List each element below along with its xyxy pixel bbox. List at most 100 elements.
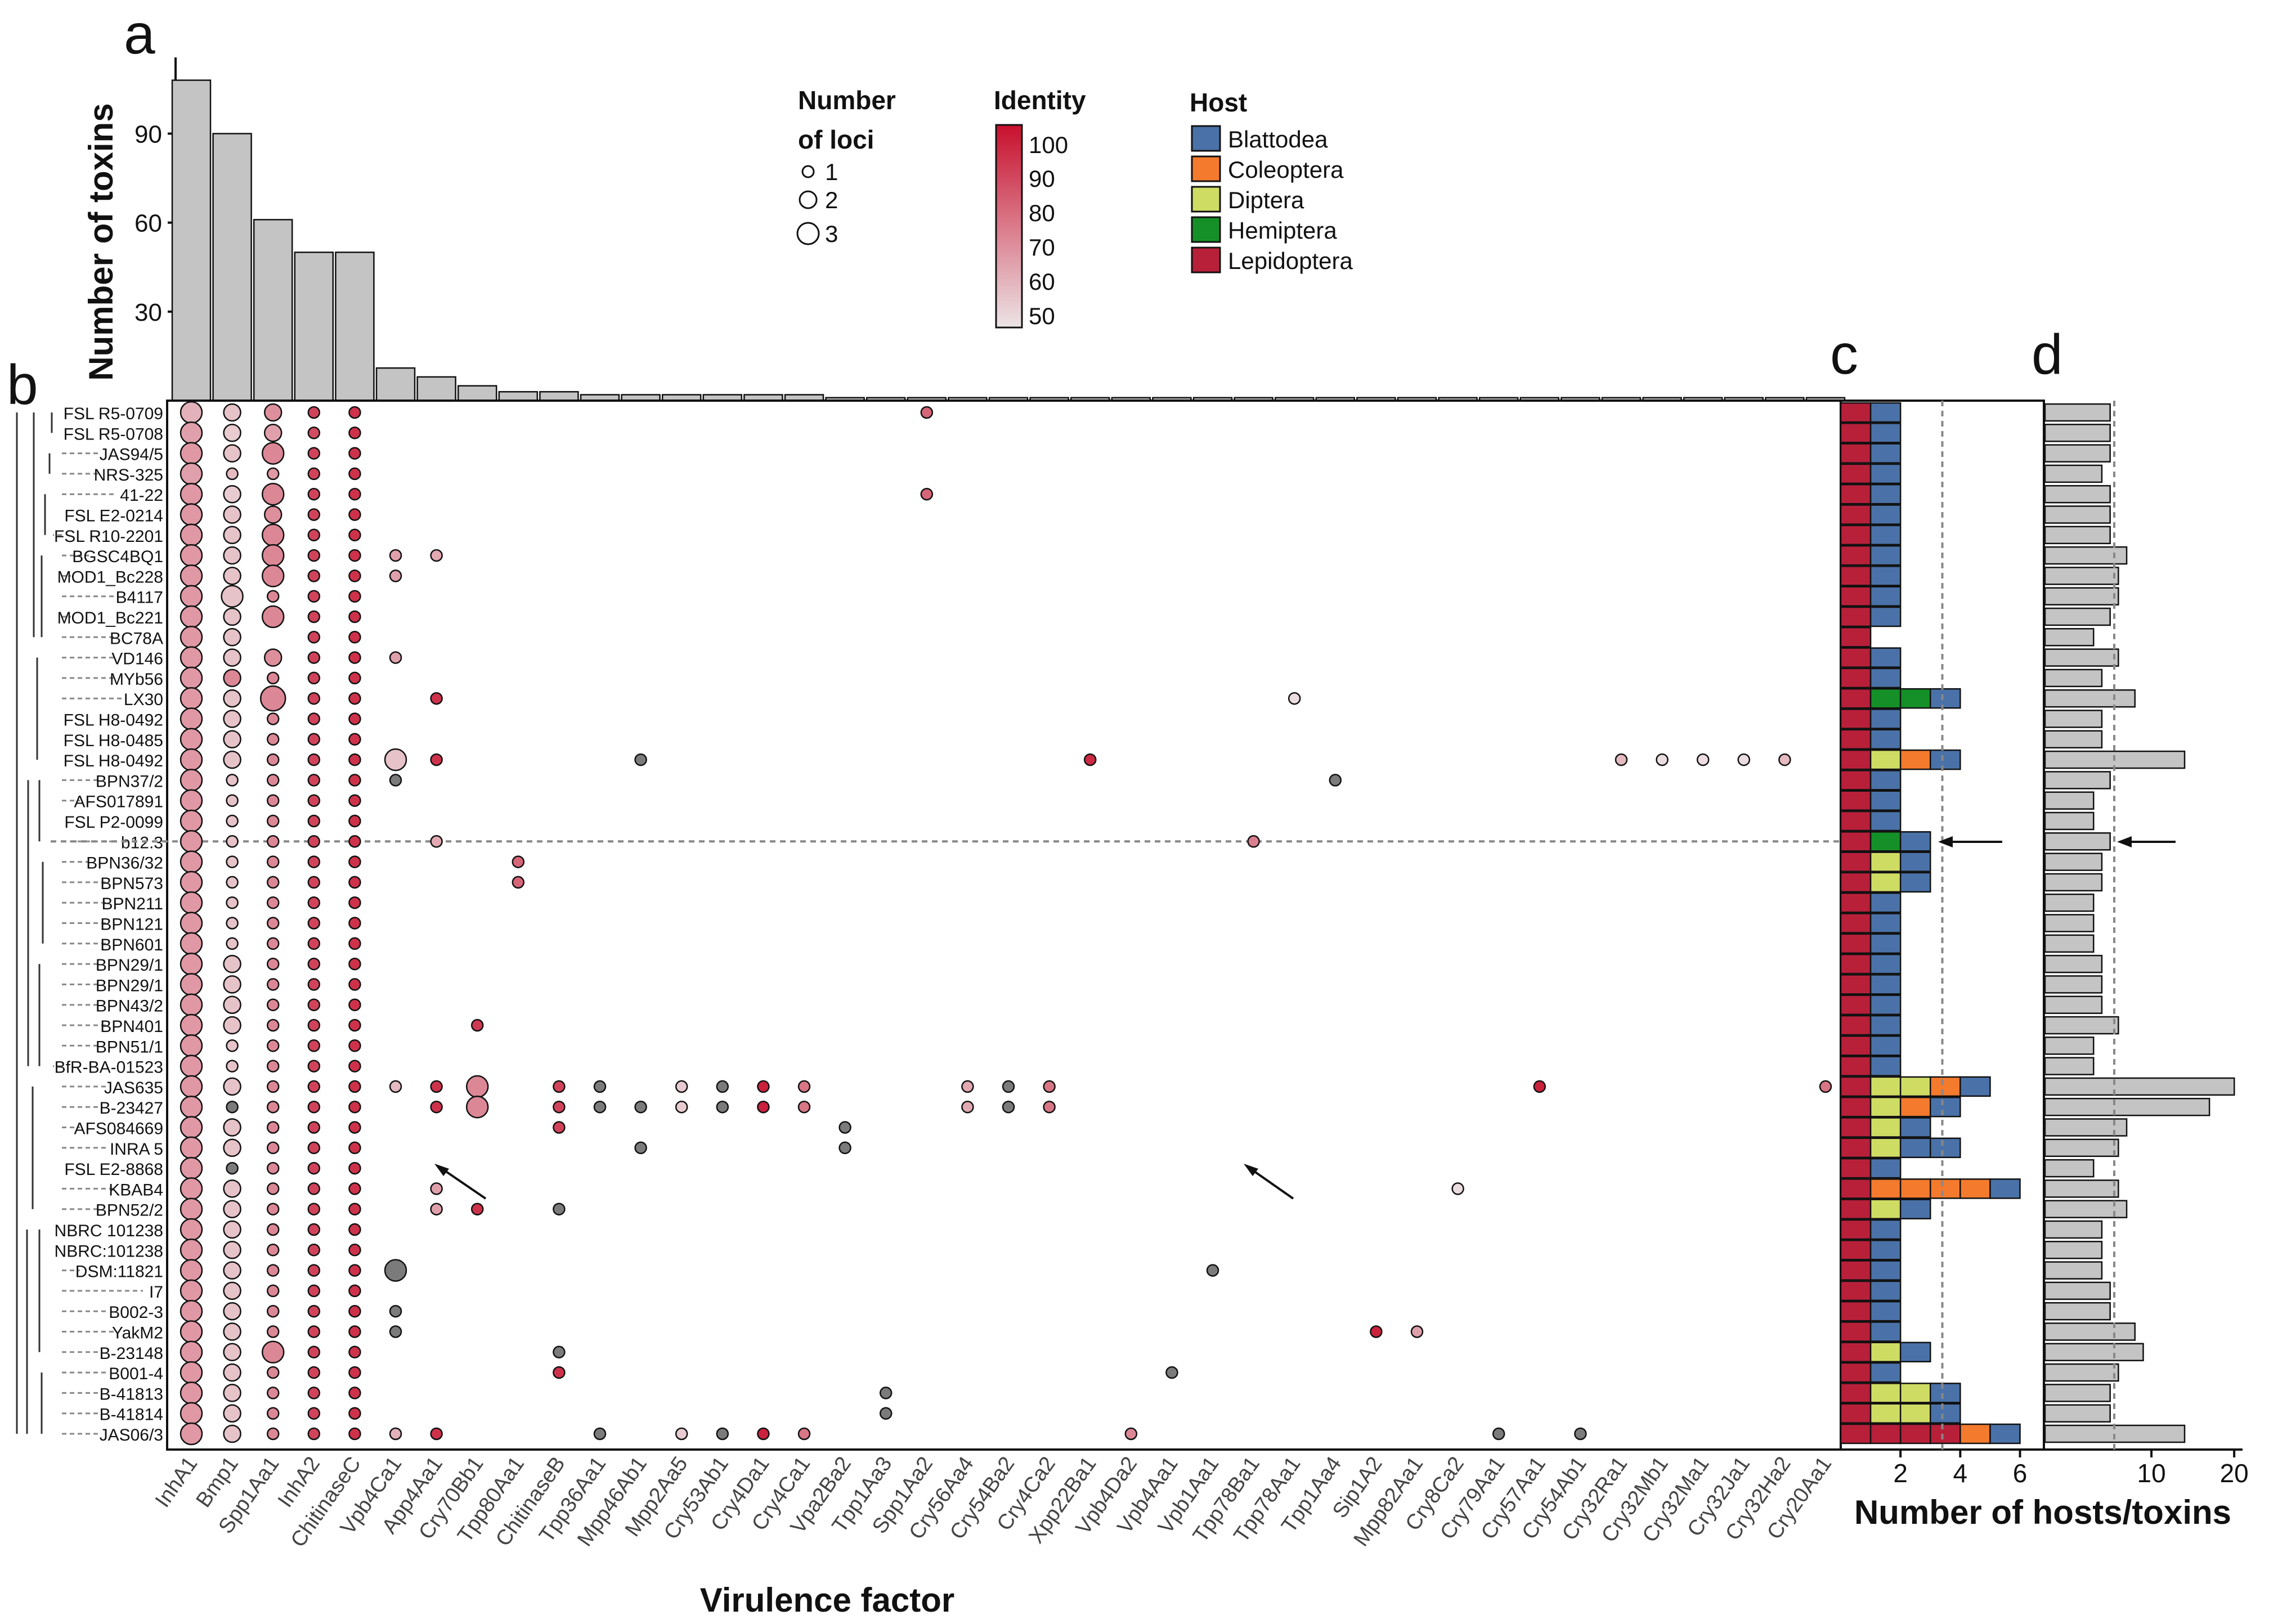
dot-kbab4-inha1 [180, 1177, 203, 1200]
dot-nrs-325-inha1 [180, 462, 203, 486]
dot-jas94-5-bmp1 [223, 444, 241, 463]
host-bar-bpn573-23-diptera-1 [1869, 872, 1902, 893]
dot-bpn401-spp1aa1 [266, 1019, 280, 1032]
dot-lx30-chitinasec [348, 692, 361, 705]
dot-fsl-p2-0099-spp1aa1 [266, 814, 280, 828]
dot-bc78a-inha2 [307, 631, 321, 644]
toxin-per-strain-bar-myb56-13 [2044, 669, 2103, 688]
dot-mod1-bc228-bmp1 [223, 567, 241, 585]
dot-bpn36-32-tpp80aa1 [512, 855, 525, 868]
dot-bpn52-2-cry70bb1 [470, 1203, 484, 1215]
dot-i7-spp1aa1 [266, 1284, 280, 1298]
toxin-per-strain-bar-bpn37-2-18 [2044, 771, 2111, 789]
host-bar-b001-4-47-blattodea-1 [1869, 1362, 1902, 1383]
toxin-per-strain-bar-vd146-12 [2044, 648, 2119, 667]
host-label-diptera: Diptera [1228, 187, 1304, 213]
host-bar-nbrc-101238-41-blattodea-1 [1869, 1240, 1902, 1260]
strain-label-inra-5-36: INRA 5 [110, 1140, 163, 1159]
strain-label-mod1-bc221-10: MOD1_Bc221 [57, 609, 163, 627]
toxin-per-strain-bar-dsm-11821-42 [2044, 1261, 2103, 1280]
host-bar-fsl-h8-0492-15-lepidoptera-0 [1840, 708, 1872, 729]
dot-mod1-bc221-bmp1 [223, 607, 241, 626]
dot-jas635-inha1 [180, 1075, 203, 1098]
arrow-app4aa1 [438, 1166, 487, 1200]
dot-fsl-h8-0492-cry32ja1 [1737, 753, 1751, 766]
dot-b-23427-cry56aa4 [961, 1100, 974, 1114]
strain-label-i7-43: I7 [149, 1283, 163, 1302]
legend-loci: Number of loci 1 2 3 [796, 86, 896, 247]
strain-label-bpn121-25: BPN121 [100, 916, 163, 934]
dot-fsl-h8-0492-spp1aa1 [266, 712, 280, 725]
dot-myb56-bmp1 [223, 669, 241, 688]
dot-nrs-325-spp1aa1 [266, 467, 280, 481]
toxin-per-strain-bar-b-23427-34 [2044, 1097, 2210, 1116]
strain-label-nbrc-101238-41: NBRC:101238 [55, 1242, 163, 1260]
dot-41-22-spp1aa2 [920, 487, 934, 501]
dot-fsl-h8-0492-xpp22ba1 [1083, 753, 1097, 766]
host-bar-b-41813-48-diptera-1 [1869, 1383, 1902, 1403]
loci-legend-title-2: of loci [798, 125, 874, 154]
toxin-labels: InhA1Bmp1Spp1Aa1InhA2ChitinaseCVpb4Ca1Ap… [151, 1452, 1836, 1551]
arrow-d [2117, 836, 2176, 847]
dot-bpn43-2-bmp1 [223, 995, 241, 1014]
toxin-per-strain-bar-bpn601-26 [2044, 934, 2095, 953]
dot-bpn37-2-inha1 [180, 769, 203, 792]
dot-fsl-h8-0492-spp1aa1 [266, 753, 280, 766]
d-tick-label-20: 20 [2220, 1459, 2249, 1488]
host-bar-jas94-5-2-lepidoptera-0 [1840, 443, 1872, 464]
host-bar-kbab4-38-coleoptera-4 [1959, 1178, 1991, 1199]
dot-nbrc-101238-bmp1 [223, 1220, 241, 1239]
dot-b-23427-spp1aa1 [266, 1100, 280, 1114]
dot-jas635-app4aa1 [430, 1080, 443, 1093]
dot-bpn36-32-inha2 [307, 855, 321, 868]
dot-bpn52-2-bmp1 [223, 1200, 241, 1218]
dot-b-23148-spp1aa1 [261, 1340, 285, 1364]
dot-kbab4-cry8ca2 [1451, 1182, 1464, 1195]
identity-tick-100: 100 [1029, 132, 1068, 158]
dot-b-41814-inha2 [307, 1407, 321, 1420]
toxin-per-strain-bar-bpn43-2-29 [2044, 995, 2103, 1014]
host-label-hemiptera: Hemiptera [1228, 217, 1337, 244]
dot-fsl-h8-0485-spp1aa1 [266, 733, 280, 746]
dot-bgsc4bq1-bmp1 [223, 546, 241, 565]
strain-label-b-41814-49: B-41814 [100, 1406, 163, 1424]
strain-label-fsl-h8-0492-15: FSL H8-0492 [64, 711, 163, 730]
toxin-per-strain-bars [2044, 401, 2235, 1450]
dot-i7-bmp1 [223, 1281, 241, 1300]
dot-fsl-r5-0708-bmp1 [223, 424, 241, 442]
dot-b-23427-mpp2aa5 [675, 1100, 688, 1114]
host-bar-b4117-9-lepidoptera-0 [1840, 586, 1872, 607]
dot-mod1-bc228-chitinasec [348, 569, 361, 582]
toxin-per-strain-bar-bpn573-23 [2044, 873, 2103, 892]
toxin-per-strain-bar-bpn401-30 [2044, 1016, 2119, 1035]
toxin-per-strain-bar-nbrc-101238-41 [2044, 1241, 2103, 1259]
toxin-per-strain-bar-jas635-33 [2044, 1077, 2235, 1096]
d-tick-label-10: 10 [2137, 1459, 2165, 1488]
host-bar-myb56-13-lepidoptera-0 [1840, 667, 1872, 689]
dot-bgsc4bq1-inha1 [180, 544, 203, 567]
host-bar-b-23427-34-lepidoptera-0 [1840, 1096, 1872, 1118]
dot-fsl-h8-0492-cry32ha2 [1778, 753, 1791, 766]
dot-bpn601-chitinasec [348, 937, 361, 950]
dot-fsl-h8-0492-bmp1 [223, 750, 241, 769]
arrow-d-head [2117, 836, 2132, 847]
dot-bpn37-2-inha2 [307, 774, 321, 787]
dot-b002-3-vpb4ca1 [389, 1304, 402, 1318]
dot-fsl-h8-0492-cry32mb1 [1656, 753, 1669, 766]
dot-mod1-bc221-inha2 [307, 610, 321, 623]
host-bar-fsl-r5-0709-0-lepidoptera-0 [1840, 402, 1872, 423]
dot-afs084669-inha1 [180, 1116, 203, 1139]
dot-41-22-chitinasec [348, 487, 361, 501]
dot-41-22-inha2 [307, 487, 321, 501]
dot-nbrc-101238-spp1aa1 [266, 1244, 280, 1257]
identity-colorbar [995, 124, 1023, 329]
loci-legend-label-2: 2 [825, 187, 838, 213]
dot-kbab4-inha2 [307, 1182, 321, 1195]
toxin-per-strain-bar-fsl-e2-0214-5 [2044, 505, 2111, 524]
dot-bpn37-2-tpp1aa4 [1329, 774, 1342, 787]
dot-bpn43-2-spp1aa1 [266, 998, 280, 1011]
host-bar-jas635-33-coleoptera-3 [1930, 1076, 1961, 1097]
host-bar-jas06-3-50-lepidoptera-2 [1899, 1423, 1931, 1444]
strain-label-fsl-r5-0709-0: FSL R5-0709 [64, 405, 163, 423]
dot-b002-3-spp1aa1 [266, 1304, 280, 1318]
